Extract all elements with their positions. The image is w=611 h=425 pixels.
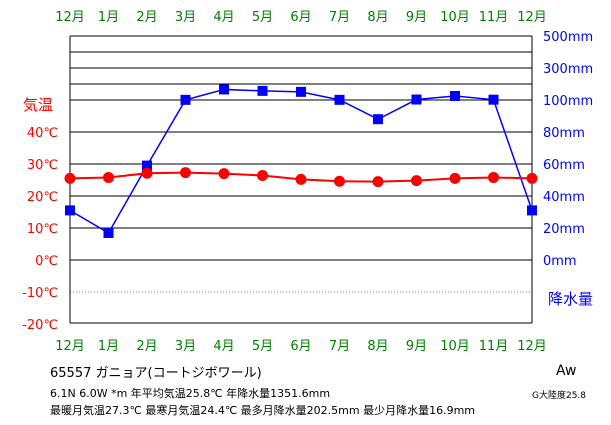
- precipitation-point: [334, 94, 345, 105]
- precipitation-point: [65, 205, 75, 216]
- month-labels-top: 12月 1月 2月 3月 4月 5月 6月 7月 8月 9月 10月 11月 12月: [55, 10, 547, 25]
- temperature-point: [411, 175, 422, 187]
- month-label-top: 8月: [367, 10, 388, 25]
- temperature-tick-label: 30℃: [27, 158, 58, 173]
- precipitation-point: [373, 114, 383, 125]
- precipitation-tick-label: 0mm: [543, 254, 577, 269]
- month-label-top: 4月: [213, 10, 234, 25]
- precipitation-point: [488, 94, 499, 105]
- precipitation-point: [450, 91, 460, 101]
- station-id: 65557: [50, 366, 92, 381]
- temperature-point: [257, 170, 268, 182]
- precipitation-tick-label: 40mm: [543, 190, 585, 205]
- precipitation-point: [103, 227, 114, 238]
- temperature-tick-label: 40℃: [27, 126, 58, 141]
- month-label-bottom: 1月: [98, 339, 119, 354]
- station-name: ガニョア(コートジボワール): [95, 366, 262, 381]
- temperature-tick-label: -20℃: [22, 318, 58, 333]
- precipitation-point: [257, 85, 268, 96]
- koppen-class: Aw: [556, 363, 577, 379]
- precipitation-tick-label: 100mm: [543, 94, 593, 109]
- month-label-bottom: 6月: [290, 339, 311, 354]
- month-label-bottom: 8月: [367, 339, 388, 354]
- precipitation-point: [411, 94, 422, 105]
- precipitation-point: [180, 94, 191, 105]
- temperature-tick-label: 20℃: [27, 190, 58, 205]
- temperature-point: [218, 168, 230, 180]
- temperature-axis: 40℃ 30℃ 20℃ 10℃ 0℃ -10℃ -20℃: [22, 126, 58, 333]
- temperature-tick-label: 0℃: [35, 254, 58, 269]
- precipitation-point: [219, 84, 229, 95]
- month-label-bottom: 3月: [175, 339, 196, 354]
- precipitation-line: [69, 88, 533, 234]
- precipitation-tick-label: 500mm: [543, 30, 593, 45]
- month-label-top: 6月: [290, 10, 311, 25]
- month-label-bottom: 7月: [329, 339, 350, 354]
- month-label-bottom: 2月: [136, 339, 157, 354]
- month-label-bottom: 9月: [406, 339, 427, 354]
- station-summary: 6.1N 6.0W *m 年平均気温25.8℃ 年降水量1351.6mm: [50, 387, 331, 400]
- month-label-bottom: 12月: [517, 339, 547, 354]
- month-label-bottom: 4月: [213, 339, 234, 354]
- month-label-bottom: 11月: [479, 339, 509, 354]
- precipitation-tick-label: 60mm: [543, 158, 585, 173]
- station-extremes: 最暖月気温27.3℃ 最寒月気温24.4℃ 最多月降水量202.5mm 最少月降…: [50, 404, 476, 417]
- temperature-tick-label: -10℃: [22, 286, 58, 301]
- station-title: 65557 ガニョア(コートジボワール): [50, 362, 262, 381]
- temperature-point: [64, 172, 76, 184]
- grid-lines: [70, 35, 532, 293]
- month-label-bottom: 12月: [55, 339, 85, 354]
- temperature-point: [180, 167, 191, 179]
- precipitation-point: [296, 86, 306, 97]
- temperature-point: [449, 172, 461, 184]
- month-label-top: 10月: [440, 10, 470, 25]
- month-label-top: 9月: [406, 10, 427, 25]
- temperature-point: [334, 175, 345, 187]
- month-label-top: 2月: [136, 10, 157, 25]
- precipitation-tick-label: 300mm: [543, 62, 593, 77]
- temperature-axis-label: 気温: [23, 96, 53, 114]
- temperature-point: [488, 171, 499, 183]
- continentality-index: G大陸度25.8: [532, 391, 587, 401]
- precipitation-point: [527, 205, 537, 216]
- precipitation-axis-label: 降水量: [548, 290, 593, 308]
- temperature-point: [103, 171, 114, 183]
- precipitation-point: [142, 160, 152, 171]
- temperature-point: [295, 173, 307, 185]
- temperature-series: [64, 167, 538, 188]
- precipitation-series: [65, 84, 537, 238]
- month-labels-bottom: 12月 1月 2月 3月 4月 5月 6月 7月 8月 9月 10月 11月 12月: [55, 339, 547, 354]
- precipitation-tick-label: 20mm: [543, 222, 585, 237]
- month-label-bottom: 10月: [440, 339, 470, 354]
- temperature-tick-label: 10℃: [27, 222, 58, 237]
- temperature-point: [526, 172, 538, 184]
- temperature-point: [141, 167, 153, 179]
- month-label-top: 3月: [175, 10, 196, 25]
- precipitation-axis: 500mm 300mm 100mm 80mm 60mm 40mm 20mm 0mm: [543, 30, 593, 269]
- month-label-top: 7月: [329, 10, 350, 25]
- month-label-top: 1月: [98, 10, 119, 25]
- month-label-top: 12月: [517, 10, 547, 25]
- month-label-top: 11月: [479, 10, 509, 25]
- month-label-top: 12月: [55, 10, 85, 25]
- precipitation-tick-label: 80mm: [543, 126, 585, 141]
- month-label-top: 5月: [252, 10, 273, 25]
- month-label-bottom: 5月: [252, 339, 273, 354]
- temperature-point: [372, 176, 384, 188]
